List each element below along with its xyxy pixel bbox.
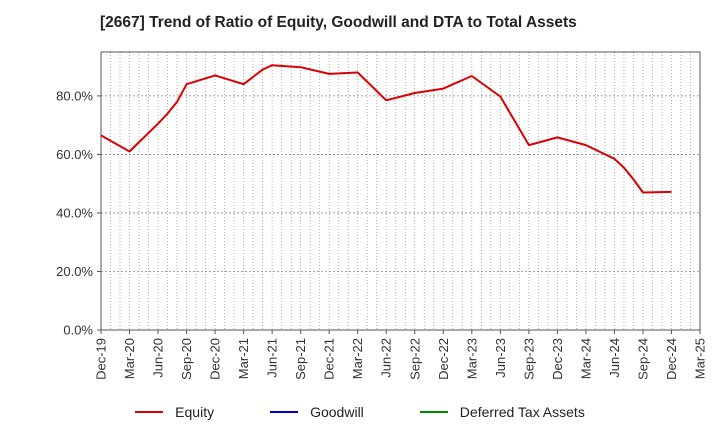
x-tick-label: Mar-22: [350, 338, 365, 379]
x-tick-label: Sep-21: [293, 338, 308, 380]
legend-item-deferred-tax-assets: Deferred Tax Assets: [419, 404, 585, 420]
y-tick-label: 0.0%: [63, 323, 93, 338]
series-line-equity: [100, 64, 672, 194]
x-tick-label: Dec-22: [436, 338, 451, 380]
legend-label: Deferred Tax Assets: [459, 404, 585, 420]
x-tick-label: Sep-23: [521, 338, 536, 380]
legend-swatch: [270, 411, 299, 413]
chart-legend: Equity Goodwill Deferred Tax Assets: [0, 404, 720, 420]
x-tick-label: Dec-19: [94, 338, 109, 380]
legend-label: Goodwill: [310, 404, 364, 420]
x-tick-label: Jun-23: [493, 338, 508, 378]
plot-frame: [100, 51, 701, 331]
x-tick-label: Mar-21: [236, 338, 251, 379]
x-tick-label: Dec-24: [664, 338, 679, 380]
legend-item-equity: Equity: [135, 404, 214, 420]
y-tick-label: 60.0%: [56, 147, 93, 162]
x-tick-label: Mar-25: [693, 338, 708, 379]
chart-title: [2667] Trend of Ratio of Equity, Goodwil…: [100, 14, 577, 31]
x-tick-label: Dec-23: [550, 338, 565, 380]
x-tick-label: Jun-22: [379, 338, 394, 378]
x-tick-label: Mar-24: [578, 338, 593, 379]
y-tick-label: 40.0%: [56, 205, 93, 220]
y-tick-label: 80.0%: [56, 88, 93, 103]
legend-label: Equity: [175, 404, 215, 420]
x-tick-label: Jun-20: [151, 338, 166, 378]
x-tick-label: Sep-20: [179, 338, 194, 380]
x-tick-label: Jun-21: [265, 338, 280, 378]
x-tick-label: Sep-24: [635, 338, 650, 380]
x-tick-label: Mar-20: [122, 338, 137, 379]
legend-swatch: [419, 411, 448, 413]
x-tick-label: Jun-24: [607, 338, 622, 378]
x-tick-label: Sep-22: [407, 338, 422, 380]
legend-swatch: [135, 411, 164, 413]
legend-item-goodwill: Goodwill: [270, 404, 364, 420]
x-tick-label: Dec-21: [322, 338, 337, 380]
y-tick-label: 20.0%: [56, 264, 93, 279]
x-tick-label: Dec-20: [208, 338, 223, 380]
x-tick-label: Mar-23: [464, 338, 479, 379]
